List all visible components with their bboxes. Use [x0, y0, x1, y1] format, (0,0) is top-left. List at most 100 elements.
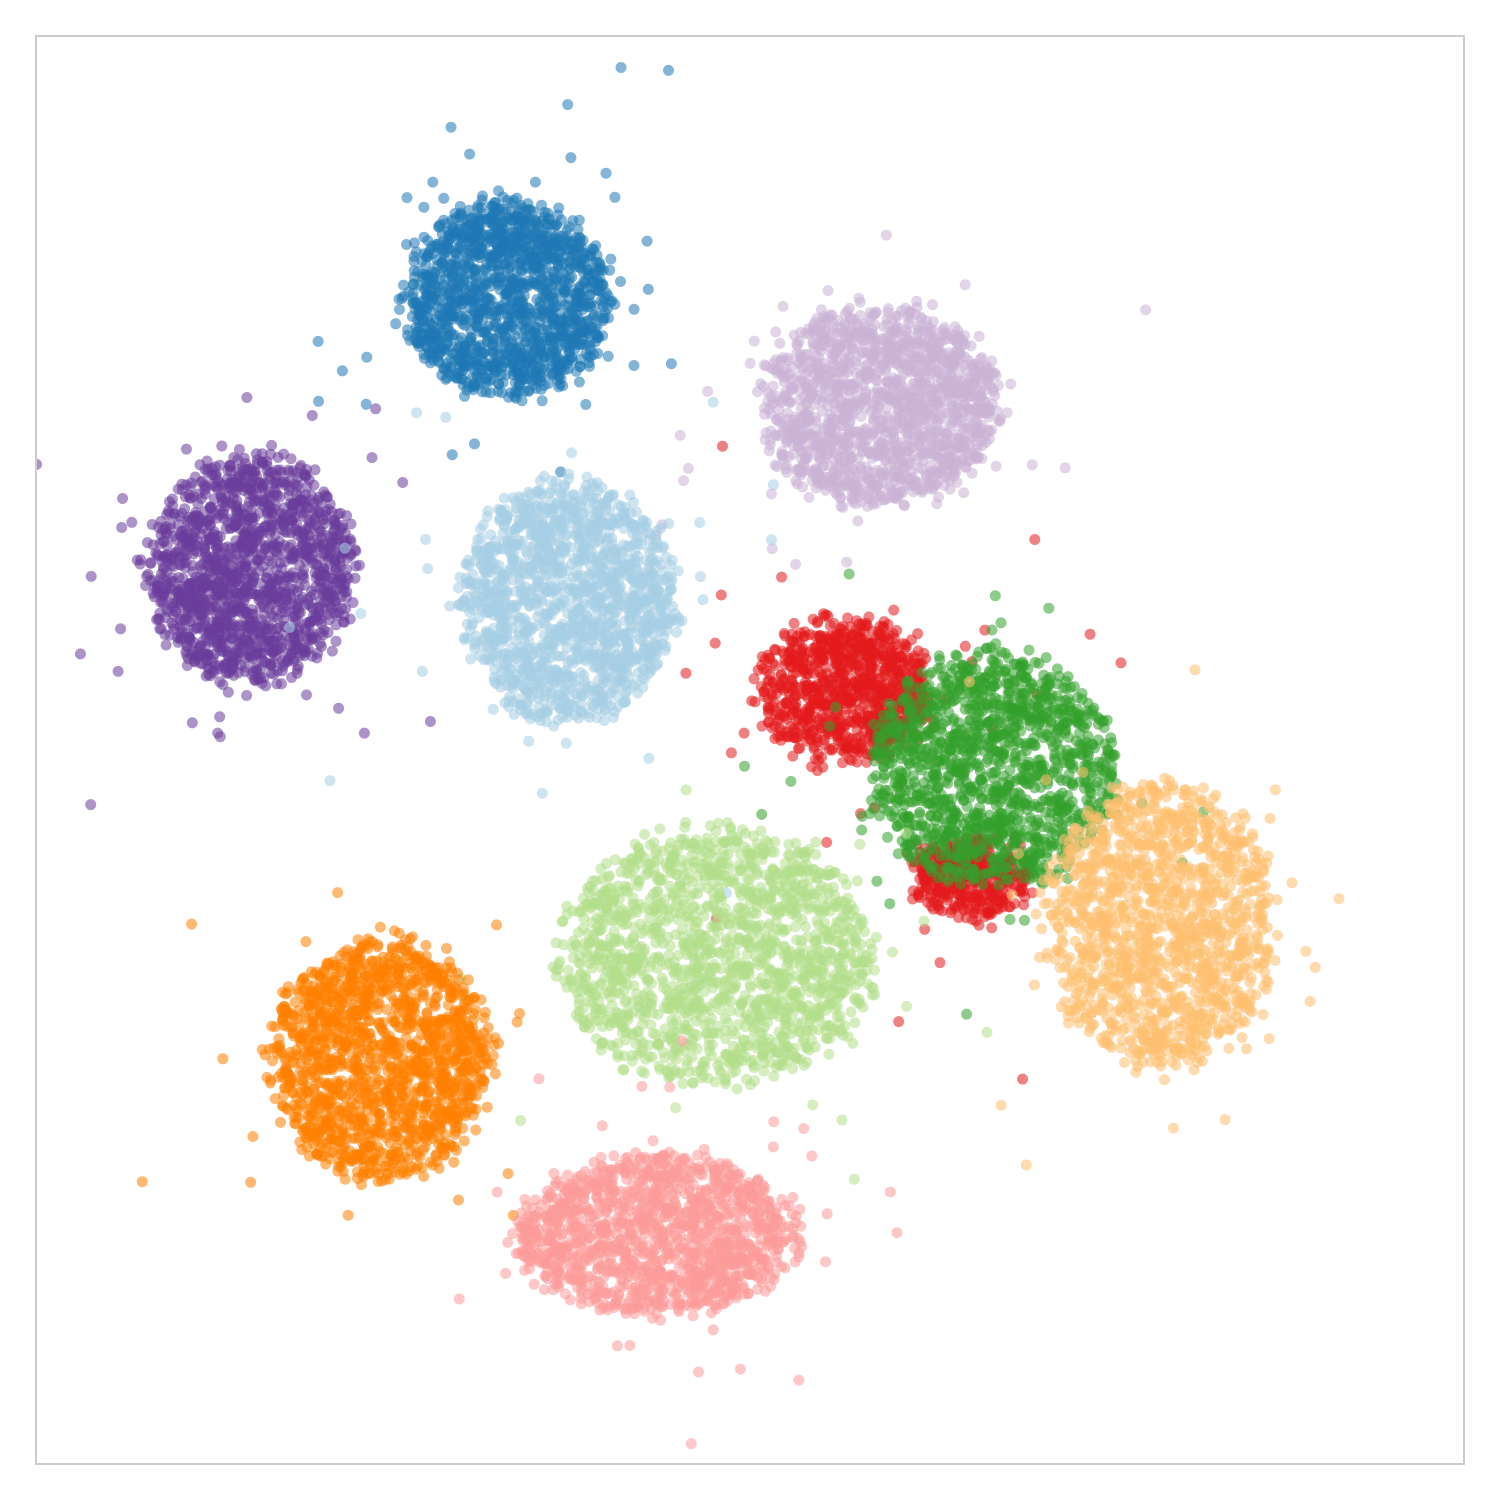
scatter-point [989, 367, 1001, 379]
scatter-point [895, 339, 907, 350]
scatter-point [358, 727, 370, 739]
scatter-point [898, 499, 910, 511]
scatter-point [249, 465, 261, 477]
scatter-point [440, 411, 452, 423]
scatter-point [321, 491, 333, 503]
scatter-point [755, 378, 767, 390]
scatter-point [852, 515, 864, 527]
scatter-point [806, 431, 818, 443]
scatter-point [147, 539, 159, 551]
scatter-point [457, 379, 469, 391]
scatter-point [300, 547, 312, 559]
scatter-point [780, 463, 792, 475]
scatter-point [606, 295, 618, 307]
scatter-point [536, 199, 547, 211]
scatter-point [511, 302, 523, 314]
scatter-point [269, 529, 281, 541]
scatter-point [894, 393, 906, 405]
scatter-point [442, 321, 454, 333]
scatter-point [210, 583, 222, 595]
scatter-point [536, 395, 548, 407]
scatter-point [420, 270, 432, 282]
scatter-point [902, 357, 913, 369]
scatter-point [529, 176, 541, 188]
scatter-point [824, 417, 836, 429]
scatter-point [1005, 378, 1017, 390]
scatter-point [867, 427, 879, 439]
scatter-point [547, 292, 559, 303]
scatter-point [867, 477, 879, 489]
scatter-point [126, 516, 138, 528]
scatter-point [791, 340, 803, 352]
scatter-point [288, 498, 300, 510]
scatter-point [916, 443, 928, 454]
scatter-point [438, 363, 450, 375]
scatter-point [562, 363, 574, 375]
scatter-point [361, 351, 373, 363]
scatter-point [217, 679, 229, 691]
scatter-point [777, 300, 789, 312]
scatter-point [243, 515, 255, 526]
scatter-point [508, 276, 520, 288]
scatter-point [535, 233, 546, 245]
scatter-point [457, 298, 469, 309]
scatter-point [516, 313, 528, 325]
scatter-point [422, 280, 434, 292]
scatter-point [553, 202, 565, 214]
scatter-point [796, 431, 808, 443]
scatter-point [674, 429, 686, 441]
scatter-point [853, 350, 865, 361]
scatter-point [888, 492, 900, 504]
scatter-point [442, 225, 454, 237]
scatter-point [959, 279, 971, 291]
scatter-point [433, 220, 445, 232]
scatter-point [964, 455, 975, 466]
scatter-point [285, 453, 297, 465]
scatter-point [482, 293, 494, 305]
scatter-point [779, 386, 791, 398]
scatter-point [445, 121, 457, 133]
scatter-point [499, 289, 511, 301]
scatter-point [972, 423, 984, 435]
scatter-point [427, 176, 439, 188]
scatter-point [292, 660, 304, 672]
scatter-point [882, 303, 894, 315]
scatter-point [529, 214, 541, 226]
scatter-point [577, 317, 589, 329]
scatter-point [494, 202, 506, 214]
scatter-point [574, 360, 586, 372]
scatter-point [837, 411, 849, 423]
scatter-point [201, 517, 213, 529]
scatter-point [85, 570, 97, 582]
scatter-point [312, 647, 323, 659]
scatter-point [116, 522, 128, 533]
scatter-point [837, 501, 849, 513]
scatter-point [160, 639, 172, 651]
scatter-point [828, 465, 840, 477]
scatter-point [442, 288, 454, 300]
scatter-point [552, 364, 564, 376]
scatter-point [802, 378, 814, 390]
scatter-point [284, 621, 296, 633]
scatter-point [517, 364, 529, 376]
scatter-point [604, 264, 616, 276]
scatter-point [874, 442, 886, 454]
scatter-point [678, 475, 690, 487]
scatter-point [422, 563, 434, 575]
scatter-point [934, 336, 946, 348]
scatter-point [584, 360, 595, 372]
scatter-point [899, 302, 911, 314]
scatter-point [162, 505, 174, 517]
scatter-point [813, 469, 825, 481]
scatter-point [333, 702, 345, 714]
scatter-point [775, 397, 787, 409]
scatter-point [702, 385, 714, 397]
scatter-point [862, 465, 874, 477]
scatter-point [942, 381, 954, 393]
scatter-point [408, 333, 420, 345]
scatter-point [435, 257, 447, 269]
scatter-point [523, 384, 535, 396]
scatter-point [843, 460, 855, 472]
scatter-point [191, 540, 203, 552]
scatter-point [441, 338, 452, 350]
